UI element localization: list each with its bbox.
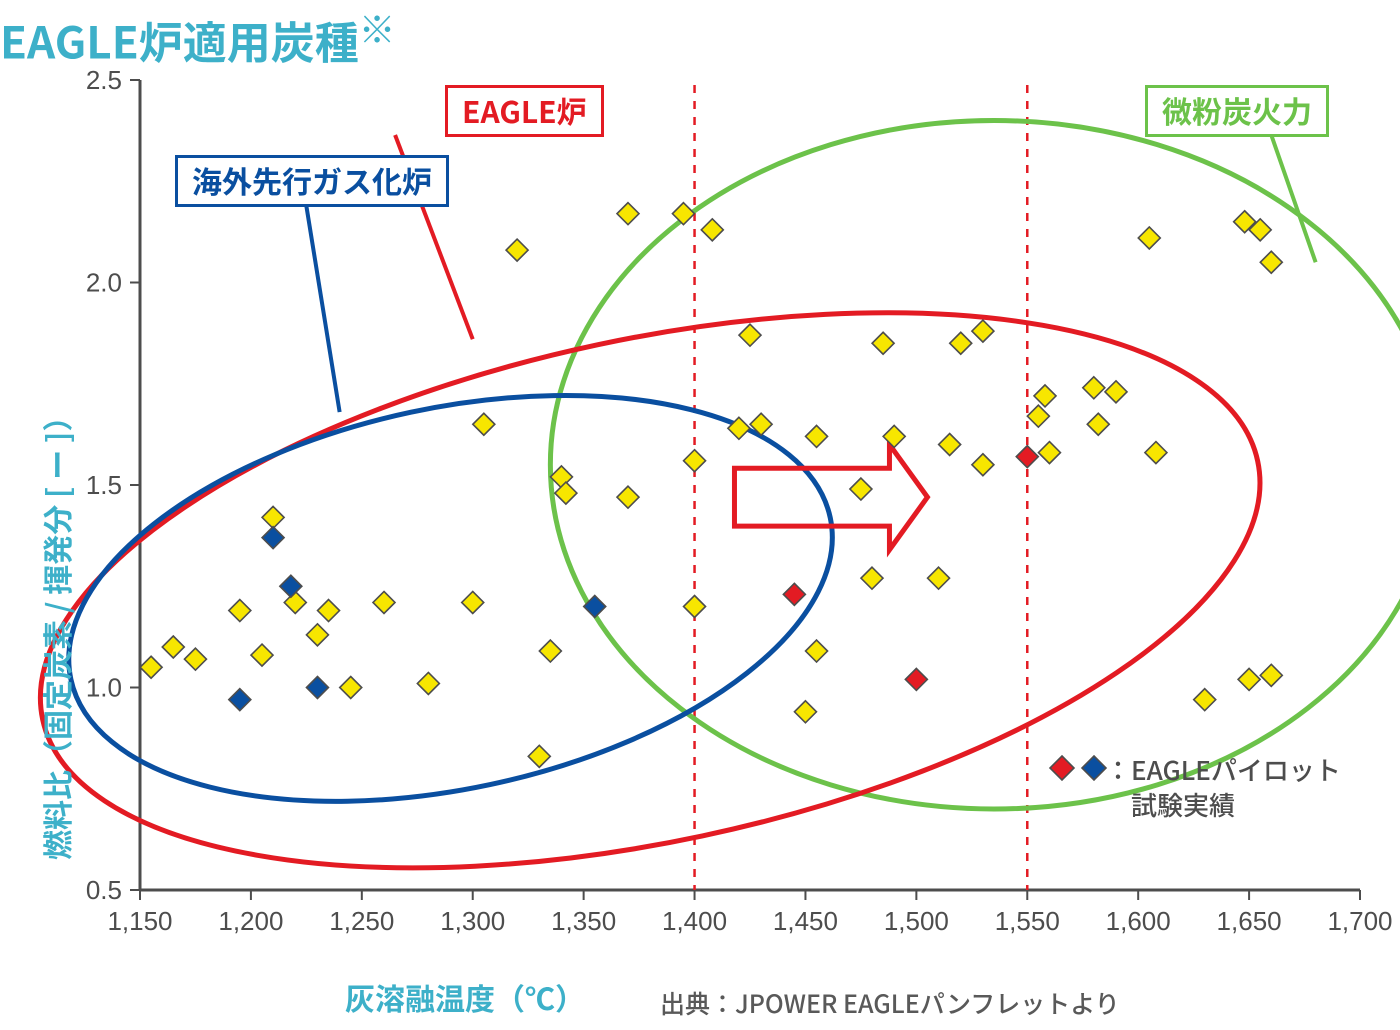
chart-container: EAGLE炉適用炭種※ 燃料比（固定炭素 / 揮発分 [ ー ]） 1,150 1… — [0, 0, 1400, 1030]
legend-line1: ：EAGLEパイロット — [1105, 751, 1341, 788]
svg-text:1.0: 1.0 — [86, 673, 122, 703]
svg-text:1,300: 1,300 — [440, 906, 505, 936]
svg-text:1,450: 1,450 — [773, 906, 838, 936]
title-sup: ※ — [359, 0, 396, 54]
svg-text:1,200: 1,200 — [218, 906, 283, 936]
svg-text:1,350: 1,350 — [551, 906, 616, 936]
y-axis-label: 燃料比（固定炭素 / 揮発分 [ ー ]） — [34, 402, 78, 860]
label-pulverized-coal: 微粉炭火力 — [1145, 85, 1329, 137]
chart-title: EAGLE炉適用炭種※ — [0, 0, 395, 72]
label-overseas-gasifier: 海外先行ガス化炉 — [175, 155, 449, 207]
svg-text:0.5: 0.5 — [86, 875, 122, 905]
legend-line2: 試験実績 — [1105, 786, 1235, 823]
title-text: EAGLE炉適用炭種 — [0, 8, 359, 72]
label-eagle-furnace: EAGLE炉 — [445, 85, 604, 137]
svg-text:1.5: 1.5 — [86, 470, 122, 500]
svg-text:1,650: 1,650 — [1217, 906, 1282, 936]
svg-text:1,400: 1,400 — [662, 906, 727, 936]
svg-text:1,550: 1,550 — [995, 906, 1060, 936]
x-axis-label: 灰溶融温度（℃） — [345, 975, 585, 1019]
svg-text:1,150: 1,150 — [107, 906, 172, 936]
legend-text: ：EAGLEパイロット 試験実績 — [1105, 752, 1341, 822]
svg-text:2.0: 2.0 — [86, 268, 122, 298]
svg-text:1,700: 1,700 — [1327, 906, 1392, 936]
svg-text:1,500: 1,500 — [884, 906, 949, 936]
svg-text:1,600: 1,600 — [1106, 906, 1171, 936]
source-citation: 出典：JPOWER EAGLEパンフレットより — [660, 985, 1120, 1021]
svg-text:1,250: 1,250 — [329, 906, 394, 936]
